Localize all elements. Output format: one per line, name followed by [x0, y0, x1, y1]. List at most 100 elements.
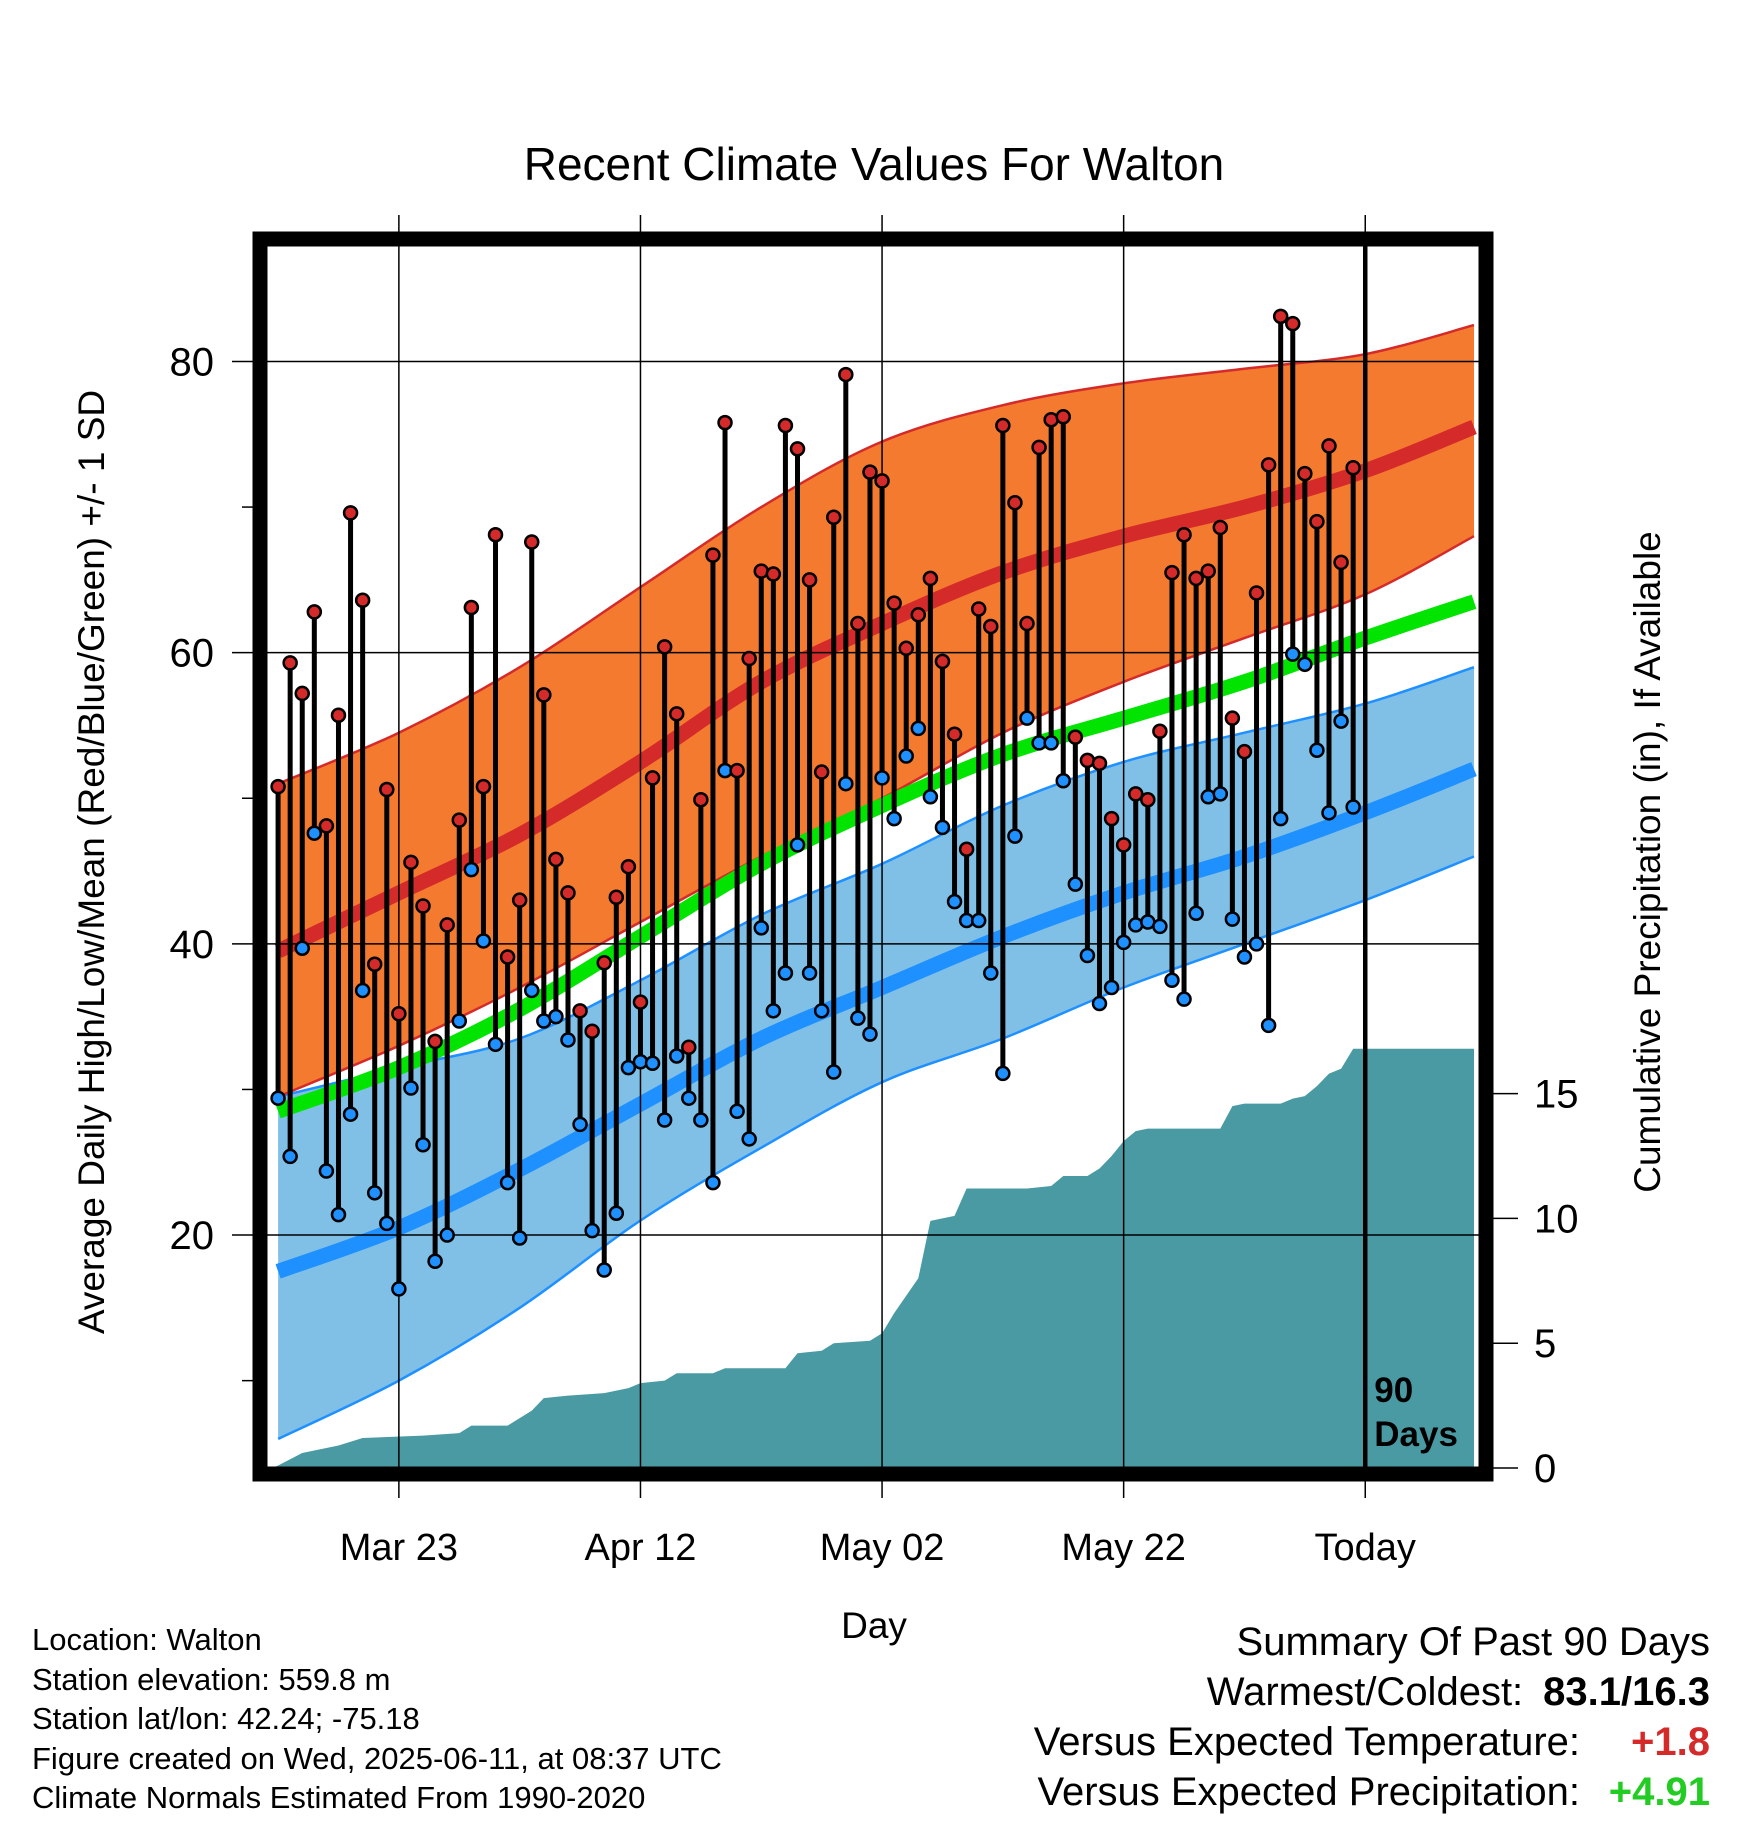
daily-low-point — [741, 1131, 757, 1147]
daily-low-point — [306, 825, 323, 841]
daily-low-point — [681, 1090, 697, 1106]
daily-low-point — [874, 770, 890, 786]
y2-tick-label: 5 — [1534, 1322, 1556, 1366]
daily-high-point — [499, 949, 516, 965]
daily-high-point — [391, 1005, 407, 1022]
daily-high-point — [1345, 460, 1361, 476]
daily-low-point — [572, 1116, 588, 1133]
daily-high-point — [922, 570, 939, 587]
x-tick-label: Today — [1315, 1527, 1416, 1569]
x-axis-label: Day — [841, 1605, 907, 1646]
daily-low-point — [850, 1010, 866, 1026]
daily-high-point — [789, 441, 806, 457]
daily-high-point — [451, 812, 468, 828]
daily-low-point — [668, 1048, 685, 1064]
daily-low-point — [415, 1137, 431, 1153]
daily-high-point — [1309, 513, 1325, 530]
daily-low-point — [1152, 918, 1168, 935]
daily-high-point — [668, 706, 685, 722]
daily-high-point — [862, 464, 878, 480]
high-sd-upper-line — [277, 323, 1475, 785]
daily-low-point — [1115, 934, 1132, 951]
daily-high-point — [536, 687, 552, 703]
daily-low-point — [1176, 991, 1192, 1007]
daily-high-point — [1007, 494, 1023, 511]
daily-high-point — [681, 1039, 697, 1055]
daily-high-point — [306, 604, 323, 620]
daily-high-point — [354, 592, 371, 609]
y-tick-label: 60 — [170, 632, 215, 676]
daily-low-point — [765, 1003, 782, 1019]
daily-high-point — [366, 956, 383, 972]
daily-high-point — [910, 607, 927, 623]
daily-low-point — [753, 920, 770, 936]
daily-low-point — [995, 1065, 1011, 1082]
summary-temp-value: +1.8 — [1631, 1720, 1710, 1764]
daily-low-point — [1321, 805, 1337, 821]
plot-frame — [252, 231, 1494, 1482]
daily-low-point — [886, 810, 902, 827]
daily-low-point — [777, 965, 794, 981]
precip-area — [272, 1048, 1474, 1468]
daily-high-point — [379, 781, 395, 798]
daily-low-point — [475, 933, 492, 949]
y-tick-label: 20 — [170, 1214, 215, 1258]
daily-low-point — [463, 861, 480, 878]
daily-low-point — [427, 1253, 443, 1270]
daily-low-point — [560, 1032, 576, 1048]
daily-high-point — [838, 366, 854, 383]
daily-low-point — [825, 1064, 842, 1080]
daily-high-point — [487, 526, 504, 543]
daily-low-point — [1164, 972, 1180, 989]
x-tick-label: May 22 — [1061, 1527, 1186, 1569]
daily-low-point — [1236, 949, 1253, 965]
daily-low-point — [1188, 905, 1204, 922]
daily-low-point — [1309, 742, 1325, 758]
info-normals: Climate Normals Estimated From 1990-2020 — [32, 1780, 646, 1815]
daily-high-point — [705, 547, 721, 563]
daily-low-point — [584, 1222, 600, 1239]
daily-high-point — [1067, 729, 1084, 745]
daily-high-point — [644, 770, 661, 786]
daily-low-point — [391, 1281, 407, 1297]
summary-precip-value: +4.91 — [1608, 1770, 1710, 1814]
daily-high-point — [1164, 564, 1180, 581]
daily-high-point — [1152, 723, 1168, 740]
daily-low-point — [1103, 979, 1120, 996]
daily-high-point — [439, 917, 455, 933]
daily-high-point — [560, 885, 576, 901]
daily-high-point — [572, 1003, 588, 1019]
daily-low-point — [620, 1059, 637, 1076]
daily-low-point — [1055, 773, 1072, 789]
daily-high-point — [475, 778, 492, 795]
daily-low-point — [366, 1185, 383, 1201]
summary-warmest-value: 83.1/16.3 — [1543, 1670, 1710, 1714]
x-tick-label: May 02 — [820, 1527, 945, 1569]
today-days-label: Days — [1374, 1415, 1458, 1454]
daily-high-point — [934, 653, 951, 670]
daily-high-point — [1212, 519, 1229, 536]
plot-clipped: 90 Days — [266, 245, 1480, 1468]
daily-high-point — [403, 854, 419, 871]
daily-high-point — [1260, 457, 1277, 473]
daily-high-point — [850, 615, 866, 632]
daily-high-point — [511, 892, 528, 908]
daily-high-point — [1321, 438, 1337, 454]
daily-high-point — [1091, 755, 1108, 772]
daily-low-point — [1019, 710, 1035, 726]
plot-area: 90 Days 20 40 60 80 0 5 10 15 Mar 23 Apr 12 May 02 Ma… — [170, 215, 1579, 1569]
daily-high-point — [656, 639, 673, 655]
daily-low-point — [729, 1103, 745, 1120]
chart-title: Recent Climate Values For Walton — [524, 138, 1225, 190]
y2-tick-label: 0 — [1534, 1447, 1556, 1491]
daily-low-point — [548, 1008, 564, 1025]
daily-high-point — [813, 764, 830, 780]
daily-low-point — [1333, 713, 1349, 729]
y2-tick-label: 15 — [1534, 1073, 1579, 1117]
daily-high-point — [1272, 308, 1289, 325]
daily-low-point — [970, 912, 987, 929]
daily-high-point — [294, 685, 310, 702]
daily-high-point — [270, 778, 286, 795]
daily-low-point — [910, 720, 927, 737]
daily-high-point — [1031, 439, 1047, 456]
